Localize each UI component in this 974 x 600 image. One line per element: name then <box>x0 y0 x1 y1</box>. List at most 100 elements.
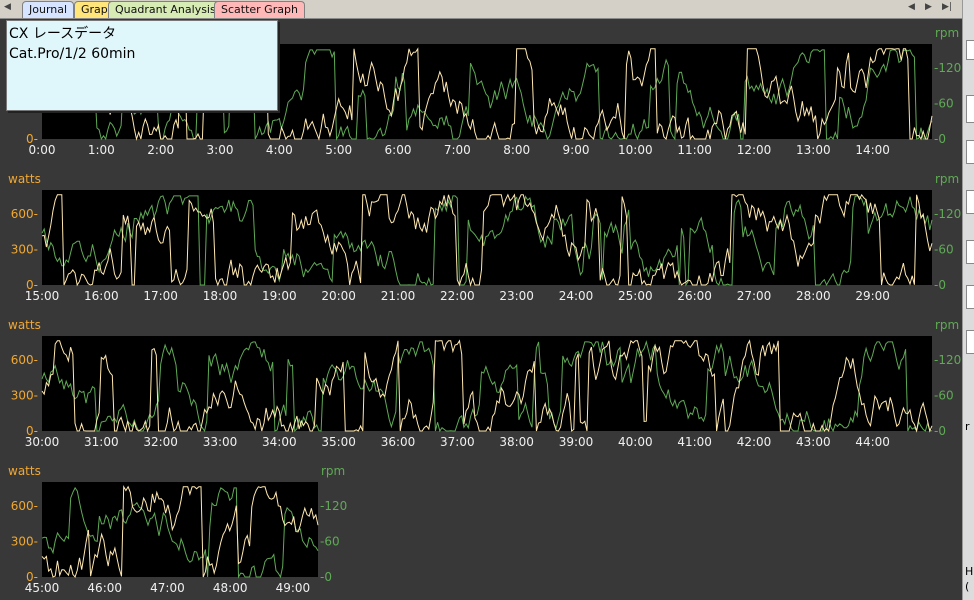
side-cell[interactable] <box>966 95 974 123</box>
time-tick-label: 3:00 <box>207 143 234 157</box>
time-tick-label: 43:00 <box>796 435 831 449</box>
time-tick-label: 49:00 <box>276 581 311 595</box>
time-tick-label: 19:00 <box>262 289 297 303</box>
rpm-tick-label: -60 <box>934 96 954 110</box>
time-tick-label: 33:00 <box>203 435 238 449</box>
watts-tick-label: 0- <box>26 424 38 438</box>
time-tick-label: 40:00 <box>618 435 653 449</box>
time-tick-label: 29:00 <box>855 289 890 303</box>
side-cell[interactable] <box>966 40 974 60</box>
watts-series-line <box>41 485 319 579</box>
watts-tick-label: 300- <box>11 388 38 402</box>
rpm-tick-label: -60 <box>934 388 954 402</box>
time-tick-label: 8:00 <box>503 143 530 157</box>
rpm-series-line <box>41 195 933 287</box>
watts-tick-label: 600- <box>11 499 38 513</box>
time-tick-label: 4:00 <box>266 143 293 157</box>
time-tick-label: 10:00 <box>618 143 653 157</box>
time-tick-label: 1:00 <box>88 143 115 157</box>
time-tick-label: 32:00 <box>143 435 178 449</box>
time-tick-label: 2:00 <box>147 143 174 157</box>
side-panel: r H ( <box>962 0 974 600</box>
time-tick-label: 0:00 <box>29 143 56 157</box>
side-text: r <box>965 420 970 433</box>
info-textbox[interactable]: CX レースデータ Cat.Pro/1/2 60min <box>6 20 278 111</box>
watts-tick-label: 0- <box>26 132 38 146</box>
time-tick-label: 39:00 <box>559 435 594 449</box>
time-tick-label: 48:00 <box>213 581 248 595</box>
time-tick-label: 20:00 <box>321 289 356 303</box>
rpm-series-line <box>41 340 933 433</box>
time-tick-label: 12:00 <box>737 143 772 157</box>
time-tick-label: 35:00 <box>321 435 356 449</box>
first-tab-icon[interactable]: ◀ <box>4 2 11 12</box>
time-tick-label: 6:00 <box>385 143 412 157</box>
rpm-tick-label: -60 <box>320 534 340 548</box>
time-tick-label: 38:00 <box>499 435 534 449</box>
time-tick-label: 42:00 <box>737 435 772 449</box>
watts-tick-label: 300- <box>11 534 38 548</box>
time-tick-label: 24:00 <box>559 289 594 303</box>
side-cell[interactable] <box>966 285 974 309</box>
watts-series-line <box>41 46 933 141</box>
rpm-tick-label: -0 <box>934 278 946 292</box>
time-tick-label: 23:00 <box>499 289 534 303</box>
time-tick-label: 17:00 <box>143 289 178 303</box>
tab-journal[interactable]: Journal <box>22 1 75 18</box>
time-tick-label: 37:00 <box>440 435 475 449</box>
time-tick-label: 47:00 <box>150 581 185 595</box>
time-tick-label: 13:00 <box>796 143 831 157</box>
rpm-tick-label: -120 <box>320 499 347 513</box>
next-tab-icon[interactable]: ▶ <box>925 2 932 12</box>
rpm-tick-label: -120 <box>934 353 961 367</box>
time-tick-label: 14:00 <box>855 143 890 157</box>
prev-tab-icon[interactable]: ◀ <box>908 2 915 12</box>
time-tick-label: 27:00 <box>737 289 772 303</box>
time-tick-label: 21:00 <box>381 289 416 303</box>
watts-tick-label: 0- <box>26 278 38 292</box>
rpm-tick-label: -0 <box>934 424 946 438</box>
rpm-series-line <box>41 48 933 141</box>
time-tick-label: 11:00 <box>677 143 712 157</box>
side-cell[interactable] <box>966 240 974 264</box>
time-tick-label: 46:00 <box>87 581 122 595</box>
time-tick-label: 26:00 <box>677 289 712 303</box>
rpm-tick-label: -120 <box>934 207 961 221</box>
side-cell[interactable] <box>966 140 974 164</box>
time-tick-label: 31:00 <box>84 435 119 449</box>
watts-tick-label: 600- <box>11 353 38 367</box>
time-tick-label: 28:00 <box>796 289 831 303</box>
rpm-axis-label: rpm <box>935 172 959 186</box>
time-tick-label: 5:00 <box>325 143 352 157</box>
rpm-tick-label: -0 <box>934 132 946 146</box>
watts-axis-label: watts <box>8 318 41 332</box>
rpm-axis-label: rpm <box>935 26 959 40</box>
rpm-axis-label: rpm <box>935 318 959 332</box>
plot-area <box>42 336 932 431</box>
tab-scatter-graph[interactable]: Scatter Graph <box>214 1 305 18</box>
rpm-tick-label: -0 <box>320 570 332 584</box>
side-text: ( <box>965 580 970 593</box>
side-text: H <box>965 565 974 578</box>
time-tick-label: 44:00 <box>855 435 890 449</box>
watts-axis-label: watts <box>8 172 41 186</box>
plot-area <box>42 482 318 577</box>
time-tick-label: 25:00 <box>618 289 653 303</box>
time-tick-label: 15:00 <box>25 289 60 303</box>
watts-axis-label: watts <box>8 464 41 478</box>
rpm-tick-label: -60 <box>934 242 954 256</box>
tab-quadrant-analysis[interactable]: Quadrant Analysis <box>108 1 223 18</box>
side-cell[interactable] <box>966 190 974 214</box>
rpm-axis-label: rpm <box>321 464 345 478</box>
last-tab-icon[interactable]: ▶| <box>942 2 952 12</box>
time-tick-label: 9:00 <box>563 143 590 157</box>
time-tick-label: 30:00 <box>25 435 60 449</box>
time-tick-label: 7:00 <box>444 143 471 157</box>
time-tick-label: 18:00 <box>203 289 238 303</box>
rpm-tick-label: -120 <box>934 61 961 75</box>
side-cell[interactable] <box>966 330 974 354</box>
time-tick-label: 41:00 <box>677 435 712 449</box>
time-tick-label: 22:00 <box>440 289 475 303</box>
time-tick-label: 34:00 <box>262 435 297 449</box>
sheet-tab-bar: ◀ Journal Graph Quadrant Analysis Scatter G… <box>0 0 962 19</box>
